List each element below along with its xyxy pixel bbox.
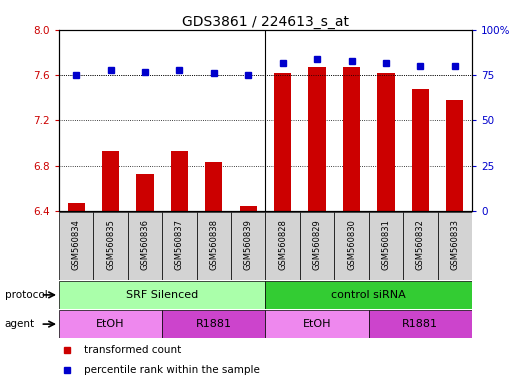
Bar xyxy=(378,73,394,211)
Bar xyxy=(369,310,472,338)
Bar xyxy=(162,212,196,280)
Text: EtOH: EtOH xyxy=(303,319,331,329)
Bar xyxy=(403,212,438,280)
Text: transformed count: transformed count xyxy=(84,345,181,355)
Text: GSM560829: GSM560829 xyxy=(312,219,322,270)
Bar xyxy=(412,89,429,211)
Bar xyxy=(231,212,266,280)
Bar xyxy=(266,310,369,338)
Title: GDS3861 / 224613_s_at: GDS3861 / 224613_s_at xyxy=(182,15,349,29)
Text: GSM560835: GSM560835 xyxy=(106,219,115,270)
Bar xyxy=(59,212,93,280)
Bar xyxy=(446,100,463,211)
Bar xyxy=(205,162,223,211)
Bar xyxy=(196,212,231,280)
Bar xyxy=(300,212,334,280)
Text: GSM560830: GSM560830 xyxy=(347,219,356,270)
Bar xyxy=(162,310,266,338)
Bar xyxy=(128,212,162,280)
Text: GSM560834: GSM560834 xyxy=(72,219,81,270)
Bar xyxy=(68,203,85,211)
Bar xyxy=(93,212,128,280)
Bar xyxy=(102,151,119,211)
Bar xyxy=(369,212,403,280)
Text: GSM560837: GSM560837 xyxy=(175,219,184,270)
Text: protocol: protocol xyxy=(5,290,48,300)
Bar xyxy=(343,67,360,211)
Text: GSM560836: GSM560836 xyxy=(141,219,149,270)
Text: GSM560832: GSM560832 xyxy=(416,219,425,270)
Text: R1881: R1881 xyxy=(196,319,232,329)
Text: GSM560838: GSM560838 xyxy=(209,219,219,270)
Text: R1881: R1881 xyxy=(402,319,438,329)
Bar xyxy=(266,281,472,309)
Bar xyxy=(136,174,153,211)
Bar xyxy=(438,212,472,280)
Text: GSM560831: GSM560831 xyxy=(382,219,390,270)
Bar xyxy=(265,212,300,280)
Text: GSM560839: GSM560839 xyxy=(244,219,253,270)
Bar xyxy=(334,212,369,280)
Bar xyxy=(171,151,188,211)
Text: control siRNA: control siRNA xyxy=(331,290,406,300)
Bar xyxy=(240,206,257,211)
Text: GSM560828: GSM560828 xyxy=(278,219,287,270)
Bar xyxy=(59,281,266,309)
Bar xyxy=(59,310,162,338)
Text: EtOH: EtOH xyxy=(96,319,125,329)
Bar xyxy=(308,67,326,211)
Text: percentile rank within the sample: percentile rank within the sample xyxy=(84,364,260,375)
Text: SRF Silenced: SRF Silenced xyxy=(126,290,199,300)
Bar xyxy=(274,73,291,211)
Text: agent: agent xyxy=(5,319,35,329)
Text: GSM560833: GSM560833 xyxy=(450,219,459,270)
